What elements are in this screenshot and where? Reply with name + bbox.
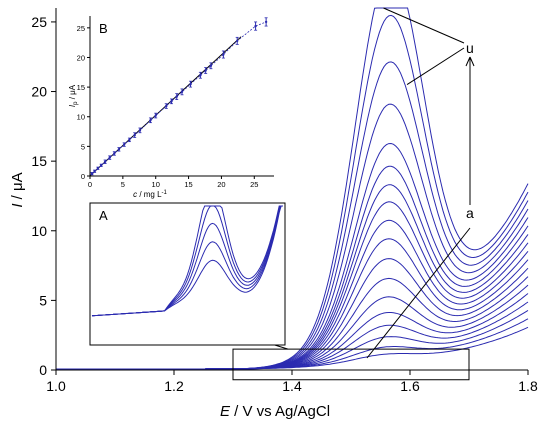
inset-b-x-tick-label: 10 xyxy=(152,180,160,189)
x-tick-label: 1.0 xyxy=(46,378,66,394)
x-tick-label: 1.6 xyxy=(400,378,420,394)
voltammogram-18 xyxy=(56,7,529,370)
inset-a-curves xyxy=(91,205,283,317)
x-axis-title: E / V vs Ag/AgCl xyxy=(220,403,330,420)
inset-b-y-tick-label: 25 xyxy=(77,24,85,33)
inset-b-point xyxy=(180,90,184,94)
inset-b-x-tick-label: 20 xyxy=(217,180,225,189)
u-leader-2 xyxy=(406,47,465,85)
inset-b-point xyxy=(170,100,173,103)
y-tick-label: 15 xyxy=(31,153,47,169)
inset-b-y-tick-label: 0 xyxy=(81,172,85,181)
inset-b-point xyxy=(93,170,96,173)
inset-b-point xyxy=(96,167,100,170)
main-curves xyxy=(56,7,529,370)
inset-b-point xyxy=(222,53,225,56)
y-tick-label: 5 xyxy=(39,292,47,308)
increase-arrowhead xyxy=(465,56,475,67)
y-tick-label: 0 xyxy=(39,362,47,378)
inset-b-point xyxy=(264,20,268,24)
curve-annotations: u a xyxy=(366,7,475,359)
inset-b-point xyxy=(113,152,116,155)
y-axis-title: I / μA xyxy=(9,172,26,207)
y-tick-label: 25 xyxy=(31,14,47,30)
inset-b-point xyxy=(117,148,121,151)
inset-b-point xyxy=(138,129,142,132)
main-ticks: 1.0 1.2 1.4 1.6 1.8 0 5 10 15 20 25 xyxy=(31,14,538,394)
inset-b-y-tick-label: 10 xyxy=(77,113,85,122)
inset-b-y-tick-label: 15 xyxy=(77,83,85,92)
main-plot: 1.0 1.2 1.4 1.6 1.8 0 5 10 15 20 25 E / V vs Ag/Ag… xyxy=(9,7,538,420)
curve-label-u: u xyxy=(466,40,474,56)
inset-a: A xyxy=(89,202,286,346)
inset-b-y-tick-label: 20 xyxy=(77,53,85,62)
inset-b-points xyxy=(90,17,268,176)
a-leader xyxy=(366,227,471,359)
inset-b-point xyxy=(149,119,152,122)
inset-b-x-tick-label: 25 xyxy=(250,180,258,189)
inset-b-point xyxy=(122,143,126,146)
inset-b-point xyxy=(199,74,202,77)
inset-b-point xyxy=(254,24,257,28)
y-tick-label: 20 xyxy=(31,84,47,100)
inset-a-curve-5 xyxy=(91,205,283,317)
inset-b-point xyxy=(204,69,207,72)
inset-b-point xyxy=(236,39,239,43)
inset-b-x-tick-label: 15 xyxy=(184,180,192,189)
inset-b-x-tick-label: 5 xyxy=(121,180,125,189)
inset-b-point xyxy=(165,104,168,108)
zoom-rectangle xyxy=(232,348,470,381)
inset-b-y-title: Ip / μA xyxy=(68,84,79,107)
inset-b-y-tick-label: 5 xyxy=(81,142,85,151)
inset-b-point xyxy=(99,164,103,167)
x-tick-label: 1.4 xyxy=(282,378,302,394)
inset-b-point xyxy=(209,64,213,67)
y-tick-label: 10 xyxy=(31,223,47,239)
curve-label-a: a xyxy=(466,205,474,221)
inset-b-point xyxy=(175,95,178,98)
inset-b-x-title: c / mg L-1 xyxy=(133,190,167,199)
inset-b-label: B xyxy=(99,21,108,36)
inset-b-point xyxy=(90,172,94,175)
inset-b: 0 5 10 15 20 25 0 5 10 15 20 25 B c / mg L-1 Ip / μ… xyxy=(68,16,274,199)
inset-b-point xyxy=(128,138,131,142)
inset-b-point xyxy=(154,114,157,117)
inset-b-x-tick-label: 0 xyxy=(88,180,92,189)
u-leader-1 xyxy=(383,7,465,44)
inset-b-point xyxy=(189,82,192,86)
inset-b-point xyxy=(103,160,107,163)
inset-b-point xyxy=(133,133,136,137)
inset-b-ticks: 0 5 10 15 20 25 0 5 10 15 20 25 xyxy=(77,24,259,189)
x-tick-label: 1.2 xyxy=(164,378,184,394)
inset-b-axes xyxy=(89,16,274,177)
x-tick-label: 1.8 xyxy=(518,378,538,394)
inset-b-point xyxy=(108,156,111,159)
inset-a-label: A xyxy=(99,208,108,223)
